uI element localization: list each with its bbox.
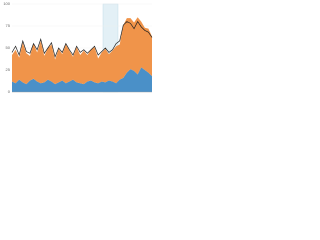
area: [12, 17, 152, 85]
y-tick-label: 25: [6, 67, 11, 72]
y-tick-label: 50: [6, 45, 11, 50]
y-tick-label: 75: [6, 23, 11, 28]
chart: 0 25 50 75 100: [0, 0, 160, 106]
y-tick-label: 0: [8, 89, 11, 94]
area: [12, 67, 152, 92]
y-tick-label: 100: [3, 1, 10, 6]
page: {"chart_data": {"type": "area", "categor…: [0, 0, 160, 106]
line: [11, 20, 153, 58]
